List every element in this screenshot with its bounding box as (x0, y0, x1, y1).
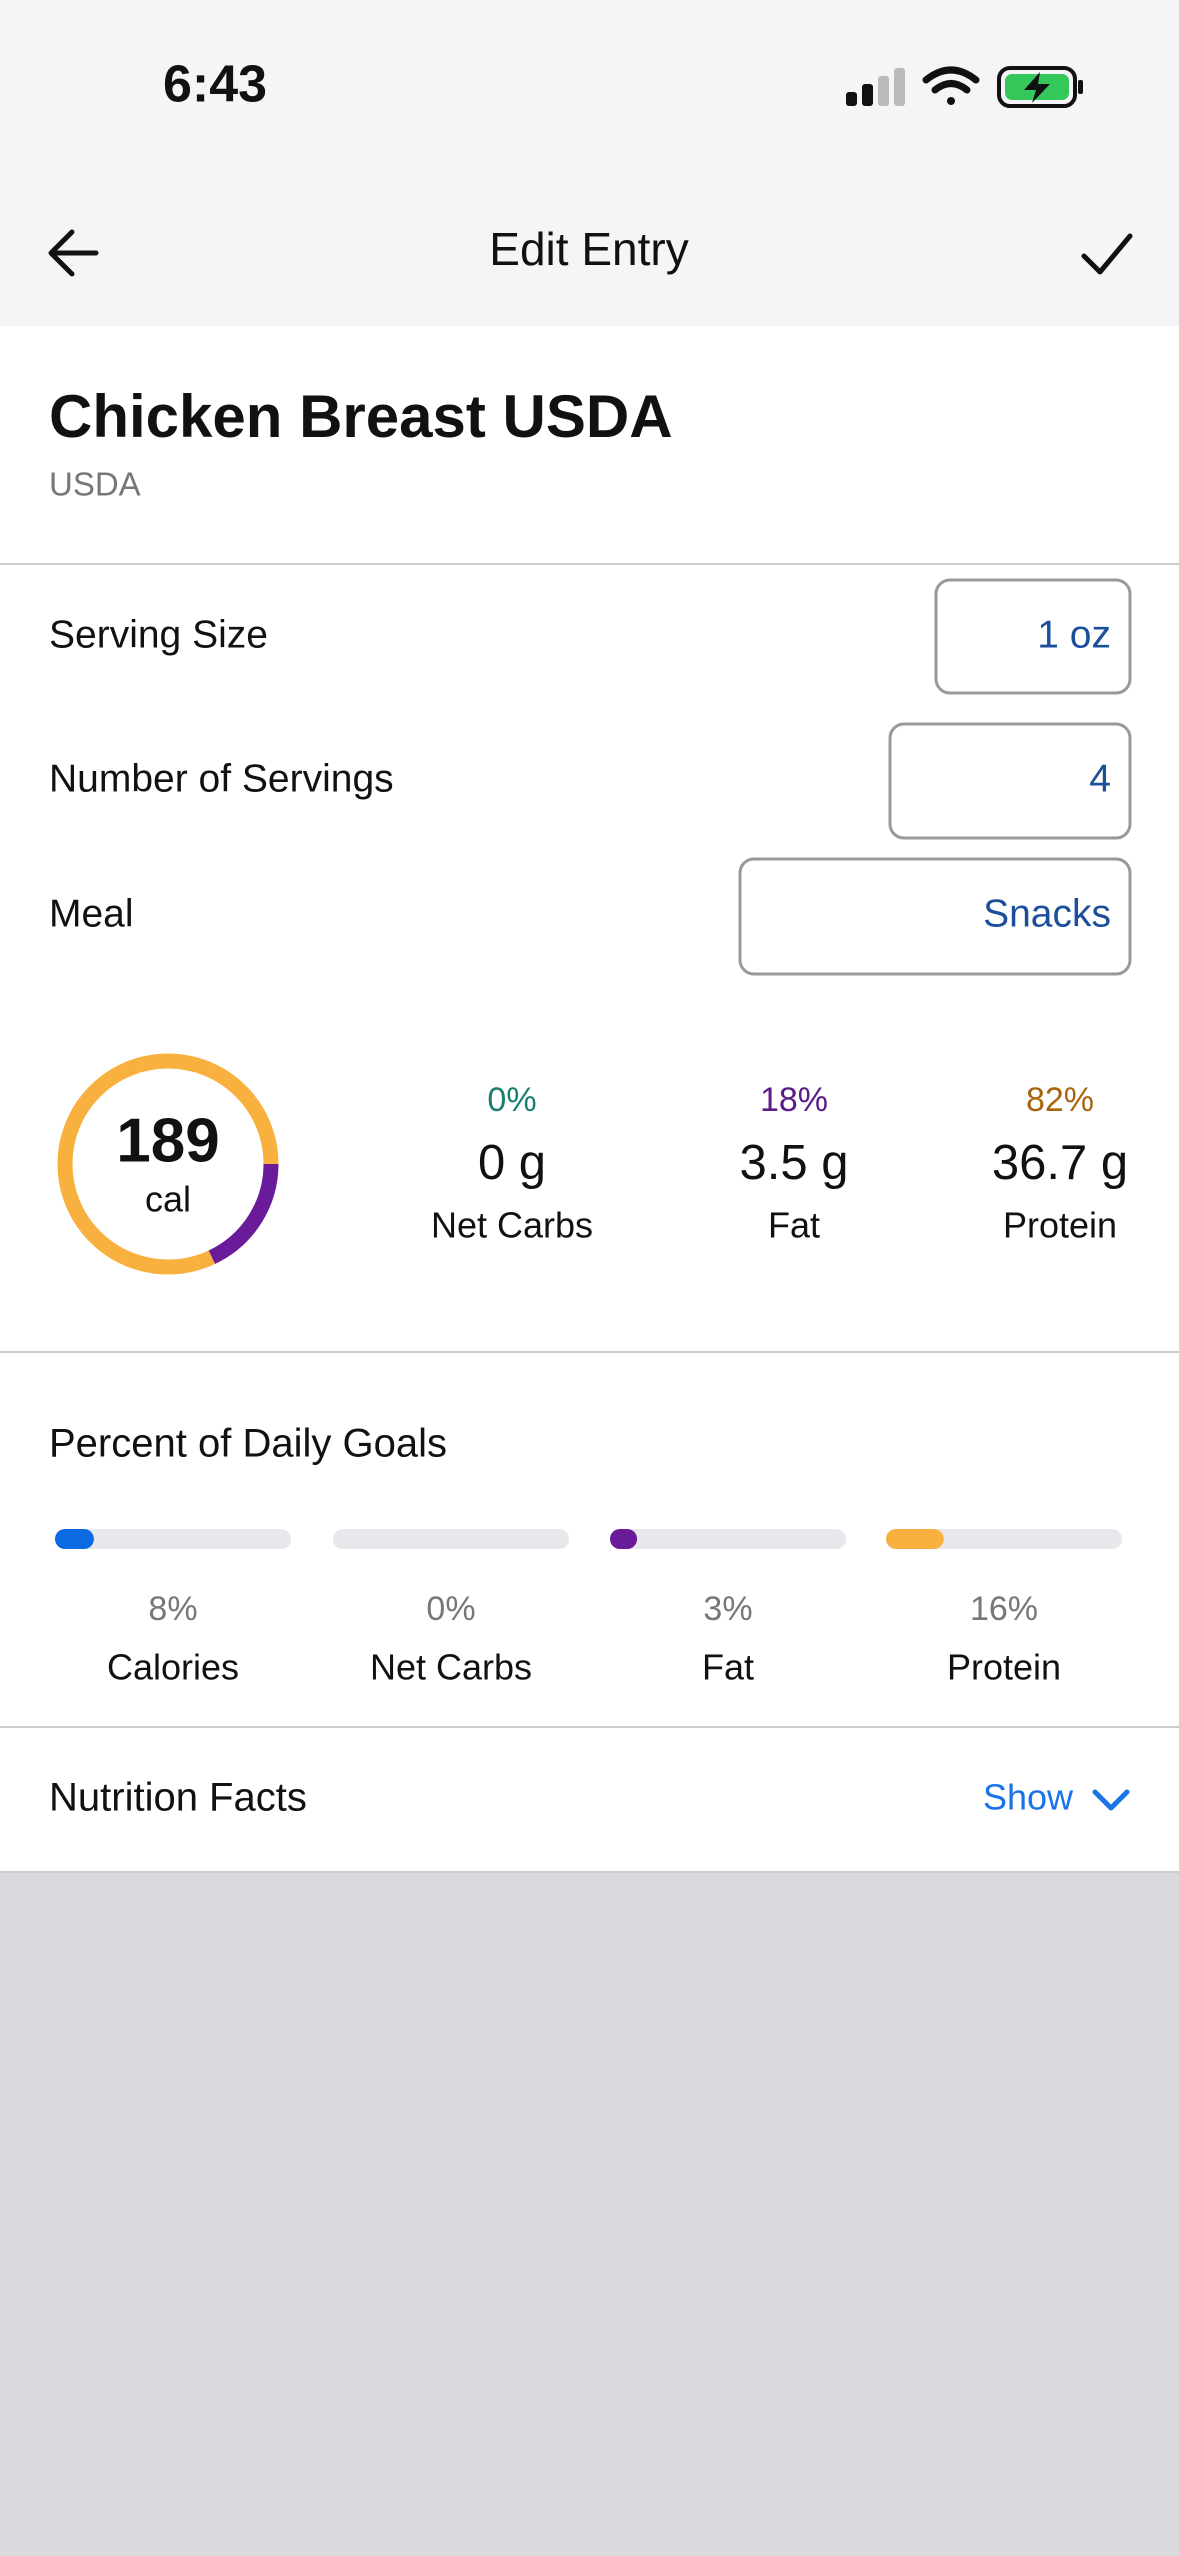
progress-track (333, 1529, 569, 1549)
header-bg (0, 0, 1179, 326)
goal-name: Net Carbs (370, 1647, 532, 1688)
goal-percent: 0% (426, 1590, 475, 1628)
field-label: Meal (49, 892, 134, 935)
progress-fill (886, 1529, 944, 1549)
calories-unit: cal (145, 1179, 191, 1220)
progress-track (55, 1529, 291, 1549)
macro-name: Fat (768, 1205, 820, 1246)
section-title: Nutrition Facts (49, 1776, 307, 1820)
save-button[interactable] (1081, 233, 1133, 275)
field-value: 1 oz (1037, 613, 1111, 656)
macro-percent: 18% (760, 1081, 828, 1119)
progress-track (886, 1529, 1122, 1549)
goal-name: Protein (947, 1647, 1061, 1688)
empty-area (0, 1872, 1179, 2556)
progress-fill (55, 1529, 94, 1549)
section-title: Percent of Daily Goals (49, 1422, 447, 1466)
field-box[interactable] (934, 578, 1132, 695)
form: Serving Size 1 oz Number of Servings 4 Meal S… (49, 578, 1132, 976)
food-name: Chicken Breast USDA (49, 383, 673, 450)
goal-percent: 8% (148, 1590, 197, 1628)
food-source: USDA (49, 466, 141, 503)
macro-amount: 0 g (478, 1136, 546, 1190)
calories-value: 189 (116, 1106, 219, 1175)
back-button[interactable] (48, 229, 99, 277)
wifi-icon (922, 66, 980, 105)
macro-percent: 82% (1026, 1081, 1094, 1119)
goal-percent: 16% (970, 1590, 1038, 1628)
goal-percent: 3% (703, 1590, 752, 1628)
progress-fill (610, 1529, 638, 1549)
macro-amount: 36.7 g (992, 1136, 1128, 1190)
ring-segment (57, 1053, 279, 1275)
status-time: 6:43 (163, 56, 267, 114)
macro-amount: 3.5 g (740, 1136, 849, 1190)
macro-name: Net Carbs (431, 1205, 593, 1246)
progress-track (610, 1529, 846, 1549)
signal-icon (846, 68, 905, 106)
field-box[interactable] (888, 722, 1132, 840)
field-box[interactable] (738, 857, 1132, 976)
macro-name: Protein (1003, 1205, 1117, 1246)
battery-icon (997, 66, 1083, 108)
field-label: Number of Servings (49, 757, 394, 800)
macro-percent: 0% (487, 1081, 536, 1119)
content-bg (0, 326, 1179, 1872)
field-value: 4 (1089, 757, 1111, 800)
chevron-icon[interactable] (1092, 1789, 1130, 1811)
show-button[interactable]: Show (983, 1777, 1074, 1818)
nav-title: Edit Entry (489, 223, 688, 275)
goal-name: Fat (702, 1647, 754, 1688)
daily-goals: 8% Calories 0% Net Carbs 3% Fat 16% Protein (55, 1529, 1122, 1688)
field-label: Serving Size (49, 613, 268, 656)
goal-name: Calories (107, 1647, 239, 1688)
field-value: Snacks (983, 892, 1111, 935)
